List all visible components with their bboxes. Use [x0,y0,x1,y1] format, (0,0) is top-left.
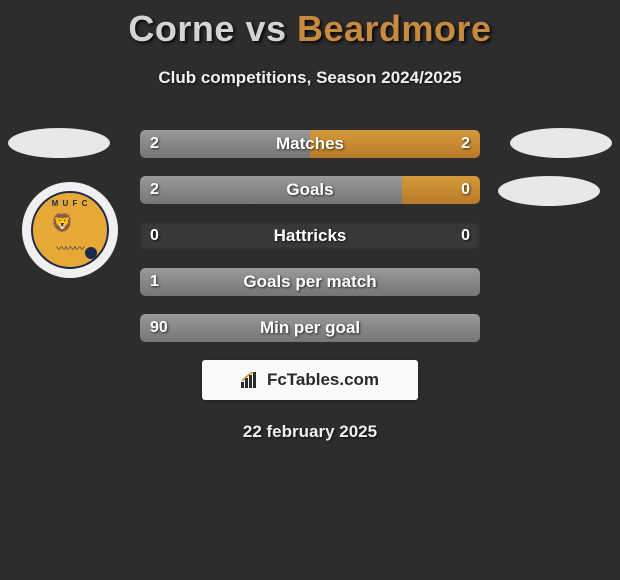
stat-bar: 90Min per goal [140,314,480,342]
player2-name: Beardmore [297,8,492,49]
watermark-text: FcTables.com [267,370,379,390]
comparison-container: Corne vs Beardmore Club competitions, Se… [0,0,620,442]
stat-bar: 1Goals per match [140,268,480,296]
player2-secondary-oval [498,176,600,206]
watermark-badge[interactable]: FcTables.com [202,360,418,400]
club-crest: M U F C 🦁 〰〰〰 [22,182,118,278]
date-text: 22 february 2025 [0,422,620,442]
stat-label: Goals per match [140,268,480,296]
stat-label: Min per goal [140,314,480,342]
stat-bar: 00Hattricks [140,222,480,250]
subtitle: Club competitions, Season 2024/2025 [0,68,620,88]
club-crest-inner: M U F C 🦁 〰〰〰 [31,191,109,269]
vs-text: vs [245,8,286,49]
content-area: M U F C 🦁 〰〰〰 22Matches 20Goals 00Hattrick… [0,130,620,442]
crest-ball-icon [85,247,97,259]
stat-label: Matches [140,130,480,158]
crest-lion-icon: 🦁 [51,213,73,234]
bar-chart-icon [241,372,261,388]
player1-badge-oval [8,128,110,158]
stat-bar: 22Matches [140,130,480,158]
stat-bars: 22Matches 20Goals 00Hattricks 1Goals per ma… [140,130,480,342]
crest-text: M U F C [33,199,107,208]
player1-name: Corne [128,8,235,49]
stat-label: Hattricks [140,222,480,250]
stat-label: Goals [140,176,480,204]
stat-bar: 20Goals [140,176,480,204]
page-title: Corne vs Beardmore [0,8,620,50]
player2-badge-oval [510,128,612,158]
